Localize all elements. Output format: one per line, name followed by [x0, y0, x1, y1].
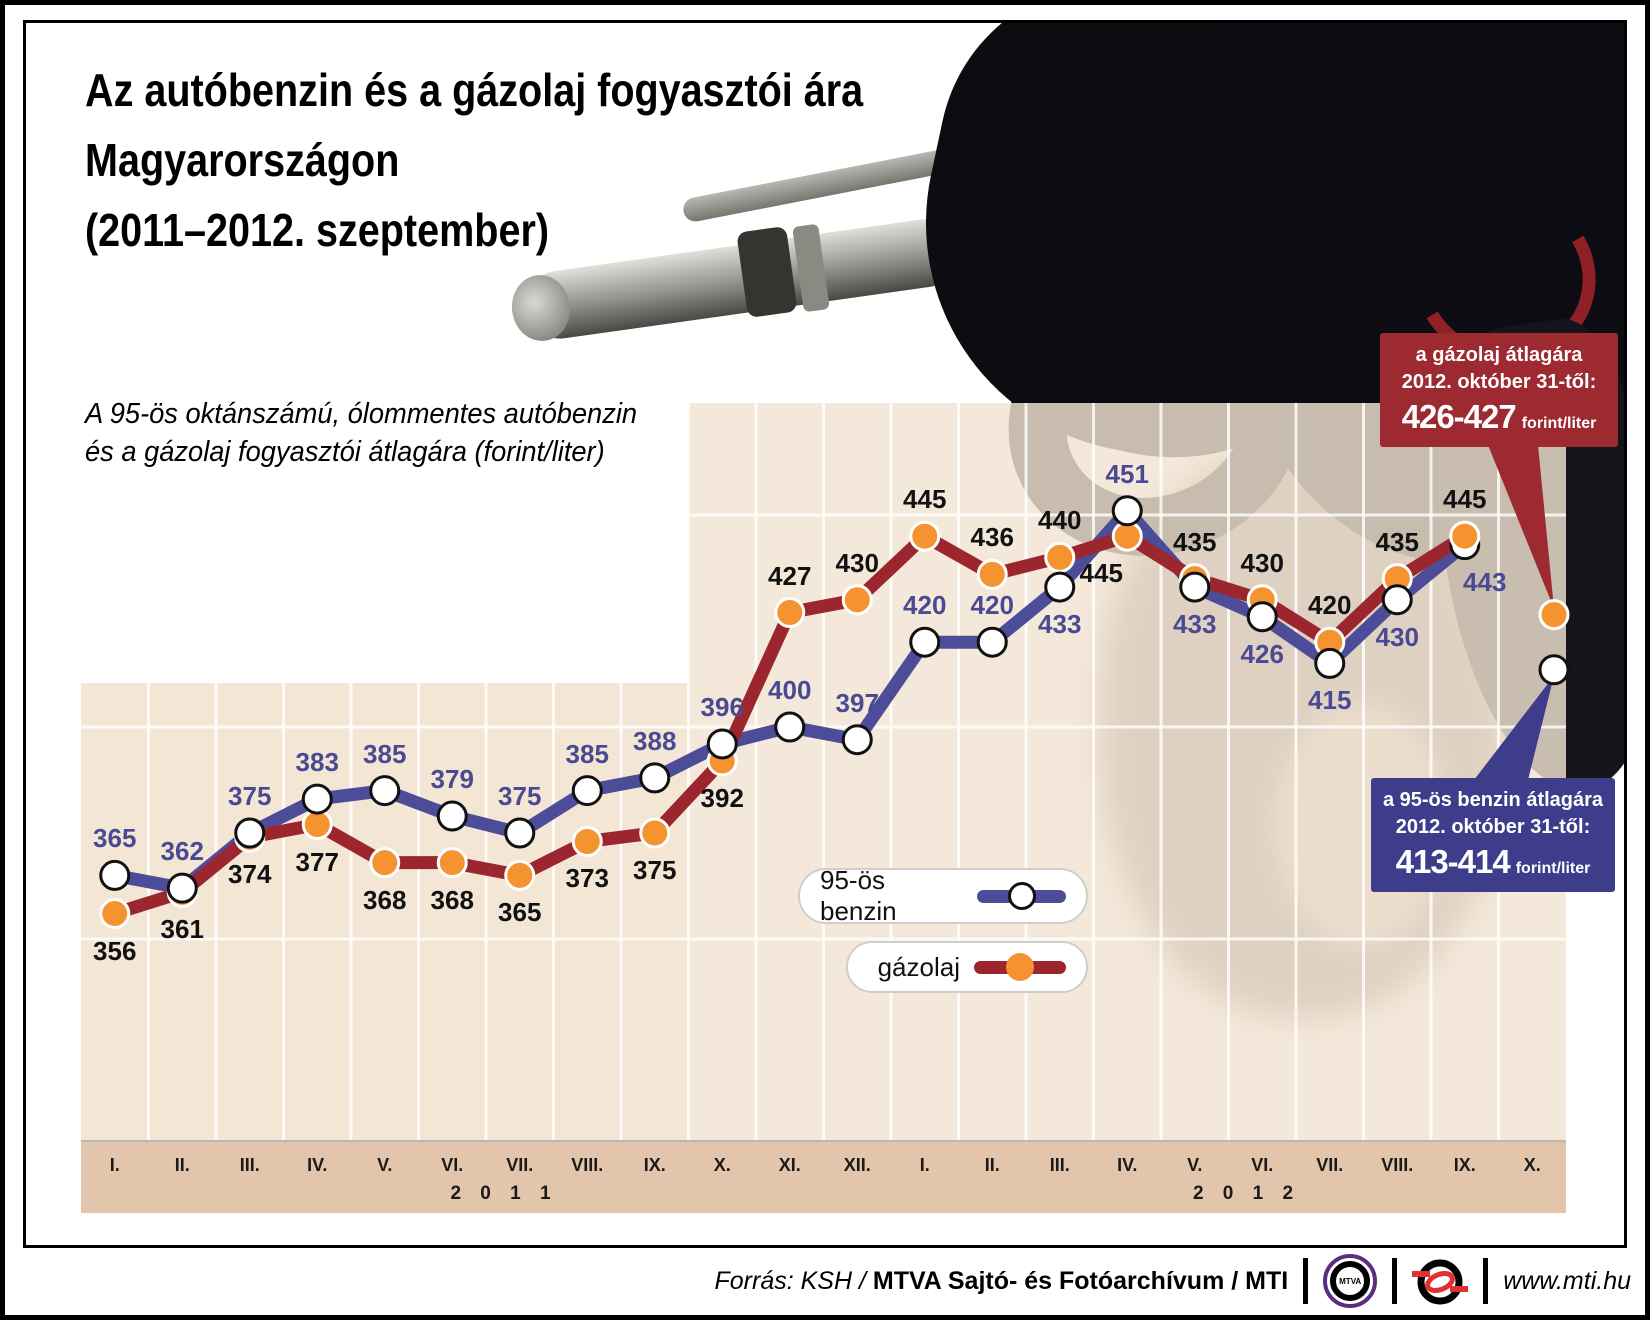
x-axis-label: VII. — [1316, 1155, 1344, 1175]
callout-benzin-value: 413-414 — [1395, 843, 1511, 880]
value-label-gazolaj: 375 — [633, 855, 677, 885]
x-axis-year: 2 0 1 1 — [450, 1183, 558, 1204]
callout-gazolaj-line2: 2012. október 31-től: — [1401, 371, 1597, 393]
x-axis-label: III. — [239, 1155, 260, 1175]
value-label-benzin: 426 — [1240, 638, 1284, 669]
x-axis-label: IX. — [643, 1155, 666, 1175]
value-label-gazolaj: 356 — [93, 935, 137, 966]
x-axis-label: II. — [984, 1155, 1000, 1175]
legend-label-benzin: 95-ös benzin — [820, 865, 897, 926]
mtva-logo: MTVA — [1323, 1254, 1378, 1308]
source-prefix: Forrás: KSH / — [714, 1266, 873, 1295]
value-label-gazolaj: 435 — [1375, 526, 1419, 557]
value-label-gazolaj: 420 — [1308, 590, 1352, 621]
footer-separator — [1303, 1258, 1309, 1304]
x-axis-label: III. — [1049, 1155, 1070, 1175]
source-bold: MTVA Sajtó- és Fotóarchívum / MTI — [872, 1266, 1289, 1295]
legend-line-gazolaj-icon — [974, 953, 1066, 981]
title-line-1: Az autóbenzin és a gázolaj fogyasztói ár… — [85, 64, 864, 116]
title-line-2: Magyarországon — [85, 134, 400, 186]
value-label-benzin: 451 — [1105, 458, 1149, 489]
content-frame: 365 362 375 383 385 379 375 385 388 396 400 397 420 4… — [23, 20, 1627, 1248]
x-axis-label: VI. — [441, 1155, 464, 1175]
x-axis-label: XI. — [778, 1155, 801, 1175]
x-axis-label: VIII. — [571, 1155, 604, 1175]
mti-logo-icon — [1412, 1259, 1469, 1305]
callout-gazolaj-unit: forint/liter — [1521, 415, 1597, 432]
x-axis-label: XII. — [843, 1155, 871, 1175]
callout-benzin-line2: 2012. október 31-től: — [1395, 816, 1591, 838]
x-axis-label: IV. — [307, 1155, 328, 1175]
footer: Forrás: KSH / MTVA Sajtó- és Fotóarchívu… — [23, 1250, 1631, 1312]
footer-separator — [1392, 1258, 1398, 1304]
page-title: Az autóbenzin és a gázolaj fogyasztói ár… — [85, 55, 863, 265]
value-label-gazolaj: 445 — [1443, 484, 1487, 515]
x-axis-label: X. — [1523, 1155, 1541, 1175]
mtva-logo-text: MTVA — [1330, 1261, 1371, 1301]
value-label-benzin: 433 — [1173, 609, 1217, 640]
value-label-gazolaj: 361 — [160, 914, 204, 945]
value-label-gazolaj: 365 — [498, 897, 542, 928]
value-label-gazolaj: 445 — [1079, 558, 1123, 589]
legend-line-benzin-icon — [977, 882, 1066, 910]
legend-marker-gazolaj-icon — [1006, 953, 1034, 981]
value-label-benzin: 375 — [228, 781, 272, 811]
subtitle-line-2: és a gázolaj fogyasztói átlagára (forint… — [85, 436, 605, 468]
x-axis-strip — [81, 1140, 1566, 1213]
x-axis-label: VIII. — [1381, 1155, 1414, 1175]
x-axis-label: VII. — [506, 1155, 534, 1175]
x-axis-label: IX. — [1453, 1155, 1476, 1175]
x-axis-label: VI. — [1251, 1155, 1274, 1175]
callout-benzin-unit: forint/liter — [1515, 860, 1591, 877]
callout-benzin-line1: a 95-ös benzin átlagára — [1382, 789, 1604, 811]
value-label-benzin: 388 — [633, 725, 677, 756]
value-label-gazolaj: 440 — [1038, 505, 1082, 536]
value-label-gazolaj: 430 — [835, 547, 879, 578]
x-axis-label: II. — [174, 1155, 190, 1175]
source-credit: Forrás: KSH / MTVA Sajtó- és Fotóarchívu… — [715, 1267, 1289, 1296]
value-label-gazolaj: 445 — [903, 484, 947, 515]
value-label-benzin: 415 — [1308, 685, 1352, 716]
legend-label-gazolaj: gázolaj — [877, 951, 960, 982]
callout-benzin-forecast: a 95-ös benzin átlagára 2012. október 31… — [1371, 778, 1615, 892]
callout-gazolaj-line1: a gázolaj átlagára — [1415, 344, 1583, 366]
value-label-benzin: 443 — [1463, 566, 1507, 597]
value-label-benzin: 433 — [1038, 609, 1082, 640]
callout-gazolaj-forecast: a gázolaj átlagára 2012. október 31-től:… — [1380, 333, 1618, 447]
x-axis-label: I. — [109, 1155, 120, 1175]
value-label-benzin: 430 — [1375, 621, 1419, 652]
value-label-gazolaj: 430 — [1240, 547, 1284, 578]
chart-subtitle: A 95-ös oktánszámú, ólommentes autóbenzi… — [85, 395, 637, 471]
callout-gazolaj-value: 426-427 — [1401, 398, 1517, 435]
x-axis-label: I. — [919, 1155, 930, 1175]
legend-item-benzin: 95-ös benzin — [798, 865, 1088, 926]
legend-marker-benzin-icon — [1007, 882, 1036, 910]
site-url: www.mti.hu — [1503, 1266, 1631, 1295]
value-label-benzin: 397 — [835, 687, 879, 718]
x-axis-label: X. — [713, 1155, 731, 1175]
title-line-3: (2011–2012. szeptember) — [85, 204, 550, 256]
x-axis-label: IV. — [1117, 1155, 1138, 1175]
value-label-benzin: 375 — [498, 781, 542, 811]
value-label-gazolaj: 392 — [700, 782, 744, 813]
subtitle-line-1: A 95-ös oktánszámú, ólommentes autóbenzi… — [85, 398, 638, 430]
x-axis-label: V. — [1187, 1155, 1203, 1175]
x-axis-label: V. — [377, 1155, 393, 1175]
footer-separator — [1483, 1258, 1489, 1304]
x-axis-year: 2 0 1 2 — [1192, 1183, 1301, 1204]
value-label-gazolaj: 377 — [295, 846, 339, 877]
legend-item-gazolaj: gázolaj — [846, 941, 1088, 993]
